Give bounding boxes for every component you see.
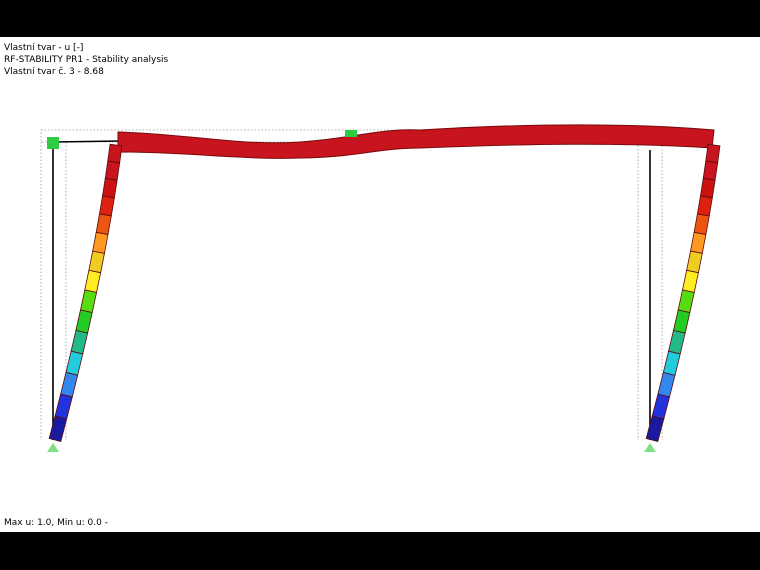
column-segment [696, 195, 713, 217]
support-node [47, 137, 59, 149]
column-segment [99, 195, 115, 217]
column-segment [668, 329, 686, 355]
column-segment [104, 160, 121, 181]
column-segment [702, 160, 719, 181]
column-segment [54, 393, 73, 420]
support-symbol [47, 443, 59, 452]
column-segment [80, 289, 98, 313]
header-line: RF-STABILITY PR1 - Stability analysis [4, 55, 169, 65]
column-segment [673, 309, 691, 334]
column-segment [645, 415, 665, 443]
support-node [345, 130, 357, 137]
support-symbol [644, 443, 656, 452]
column-segment [102, 177, 118, 199]
header-line: Vlastní tvar - u [-] [4, 43, 84, 53]
footer: Max u: 1.0, Min u: 0.0 - [4, 518, 108, 528]
column-segment [70, 329, 89, 355]
column-segment [690, 231, 707, 254]
header-line: Vlastní tvar č. 3 - 8.68 [4, 67, 104, 77]
column-segment [84, 269, 102, 293]
column-segment [686, 250, 703, 274]
column-segment [95, 213, 112, 235]
deformed-beam [117, 124, 715, 159]
column-segment [651, 393, 671, 420]
viewport: Vlastní tvar - u [-] RF-STABILITY PR1 - … [0, 37, 760, 532]
column-segment [65, 350, 84, 376]
column-segment [92, 231, 109, 254]
model-view [40, 124, 721, 452]
column-segment [700, 177, 716, 199]
column-segment [682, 269, 699, 293]
column-segment [48, 415, 68, 443]
header: Vlastní tvar - u [-] RF-STABILITY PR1 - … [4, 42, 168, 78]
column-segment [107, 143, 123, 164]
column-segment [693, 213, 710, 235]
member-line [52, 140, 121, 143]
column-segment [677, 289, 695, 313]
column-segment [88, 250, 105, 274]
column-segment [657, 371, 676, 398]
column-segment [662, 350, 681, 376]
column-segment [75, 309, 93, 334]
column-segment [705, 143, 721, 164]
column-segment [60, 371, 79, 398]
